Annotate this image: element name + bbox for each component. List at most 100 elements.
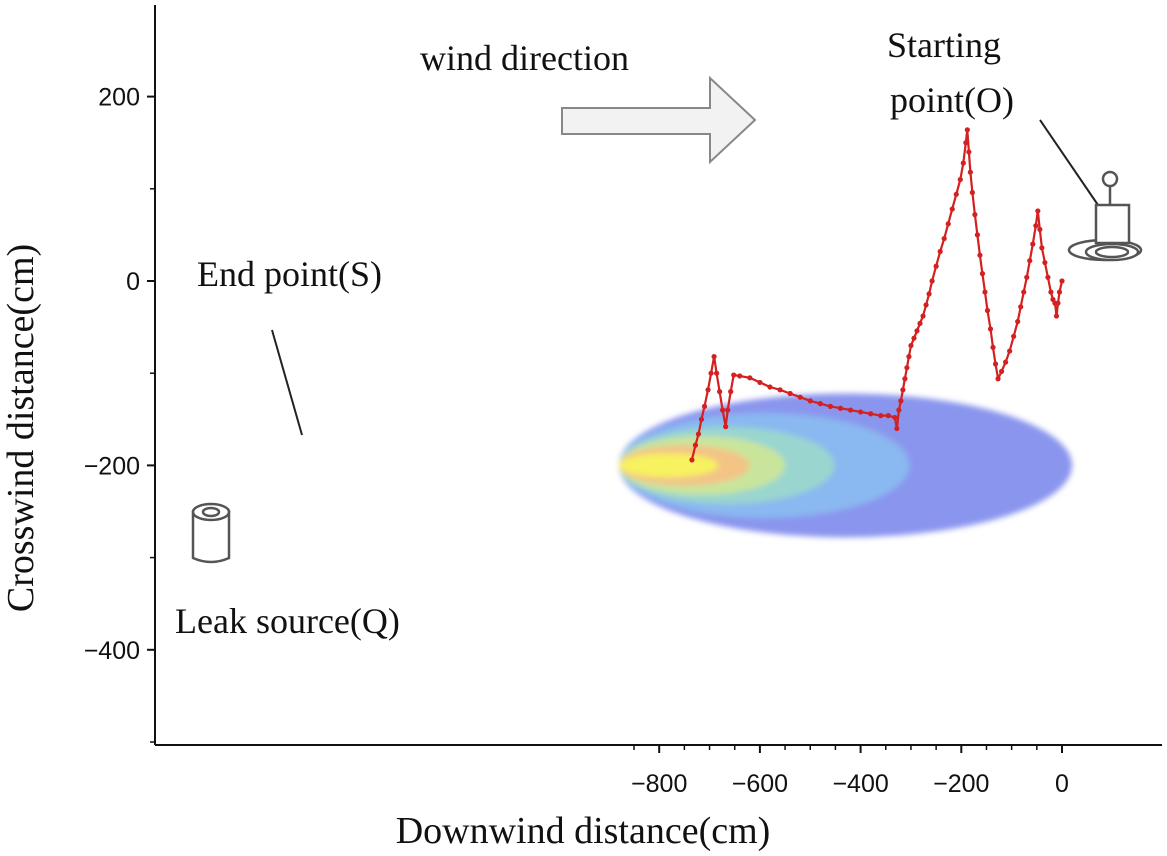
trajectory-point	[1045, 274, 1051, 280]
trajectory-point	[1018, 304, 1024, 310]
trajectory-point	[777, 387, 783, 393]
trajectory-point	[920, 313, 926, 319]
plume-layer-6	[618, 453, 719, 478]
trajectory-point	[747, 375, 753, 381]
trajectory-point	[1027, 258, 1033, 264]
trajectory-point	[701, 403, 708, 409]
trajectory-point	[998, 368, 1005, 374]
trajectory-point	[847, 407, 854, 413]
trajectory-point	[902, 376, 908, 382]
starting-point-label-line2: point(O)	[890, 80, 1014, 120]
trajectory-point	[957, 176, 963, 183]
trajectory-point	[969, 189, 975, 196]
trajectory-point	[1039, 245, 1045, 251]
trajectory-point	[904, 365, 910, 371]
trajectory-point	[1015, 318, 1021, 325]
trajectory-point	[933, 263, 939, 269]
trajectory-point	[1035, 208, 1041, 214]
wind-direction-label: wind direction	[420, 38, 629, 78]
trajectory-point	[917, 320, 923, 327]
end-point-leader	[271, 329, 303, 436]
trajectory-point	[717, 389, 723, 395]
trajectory-point	[837, 405, 844, 411]
y-ticks: 200 0 −200 −400	[84, 84, 155, 743]
trajectory-point	[878, 413, 884, 419]
trajectory-point	[728, 389, 734, 395]
trajectory-point	[1033, 223, 1039, 229]
trajectory-point	[908, 342, 914, 349]
trajectory-point	[737, 373, 743, 379]
trajectory-point	[1030, 241, 1036, 247]
trajectory-point	[945, 221, 951, 227]
starting-point-label-line1: Starting	[887, 25, 1001, 65]
trajectory-point	[1059, 278, 1065, 284]
trajectory-point	[1024, 274, 1030, 280]
trajectory-point	[858, 409, 864, 415]
trajectory-point	[731, 372, 737, 378]
trajectory-point	[692, 442, 699, 448]
trajectory-point	[911, 335, 917, 341]
x-tick-label: −600	[732, 770, 788, 798]
x-tick-label: −800	[631, 770, 687, 798]
trajectory-point	[990, 344, 996, 350]
wind-arrow-icon	[561, 75, 757, 165]
trajectory-point	[1003, 359, 1009, 365]
trajectory-point	[964, 127, 970, 133]
trajectory-point	[1021, 289, 1027, 295]
trajectory-point	[967, 169, 973, 175]
trajectory-point	[914, 328, 920, 334]
trajectory-point	[708, 370, 714, 376]
y-axis-label: Crosswind distance(cm)	[0, 244, 42, 612]
trajectory-point	[929, 278, 935, 284]
trajectory-point	[972, 212, 978, 218]
trajectory-point	[960, 160, 966, 166]
x-ticks: −800 −600 −400 −200 0	[631, 745, 1069, 798]
trajectory-point	[695, 431, 702, 437]
trajectory-point	[1037, 226, 1043, 232]
trajectory-point	[979, 271, 986, 277]
trajectory-point	[767, 384, 773, 390]
trajectory-point	[984, 307, 991, 314]
trajectory-point	[787, 390, 793, 397]
x-axis-label: Downwind distance(cm)	[396, 810, 771, 852]
trajectory-point	[705, 387, 711, 393]
trajectory-point	[689, 457, 695, 463]
x-tick-label: −400	[832, 770, 888, 798]
trajectory-point	[885, 413, 891, 419]
trajectory-point	[720, 407, 726, 413]
trajectory-point	[827, 403, 833, 409]
trajectory-point	[1011, 333, 1017, 339]
trajectory-point	[713, 370, 720, 376]
trajectory-point	[757, 379, 763, 386]
trajectory-point	[995, 376, 1001, 382]
trajectory-point	[982, 289, 988, 295]
trajectory-point	[1042, 259, 1048, 266]
trajectory-point	[949, 206, 955, 212]
x-tick-label: 0	[1055, 770, 1069, 798]
trajectory-point	[900, 387, 906, 393]
sensor-station-icon	[1067, 170, 1143, 262]
leak-source-label: Leak source(Q)	[175, 601, 400, 641]
search-trajectory	[689, 127, 1065, 463]
wind-arrow	[561, 75, 757, 165]
y-tick-label: −200	[84, 452, 140, 480]
trajectory-point	[894, 425, 900, 432]
trajectory-point	[1053, 313, 1060, 319]
trajectory-point	[725, 407, 731, 413]
trajectory-point	[974, 232, 981, 238]
trajectory-point	[987, 326, 994, 332]
trajectory-point	[1048, 289, 1054, 295]
trajectory-point	[896, 407, 902, 413]
trajectory-point	[992, 361, 999, 367]
trajectory-point	[1007, 348, 1013, 354]
trajectory-point	[966, 149, 972, 155]
trajectory-point	[923, 302, 929, 308]
trajectory-point	[906, 354, 912, 360]
trajectory-point	[868, 411, 874, 417]
trajectory-point	[898, 398, 904, 404]
y-tick-label: −400	[84, 637, 140, 665]
trajectory-point	[892, 414, 898, 421]
trajectory-point	[926, 291, 932, 297]
trajectory-point	[797, 394, 803, 400]
trajectory-point	[723, 424, 729, 430]
